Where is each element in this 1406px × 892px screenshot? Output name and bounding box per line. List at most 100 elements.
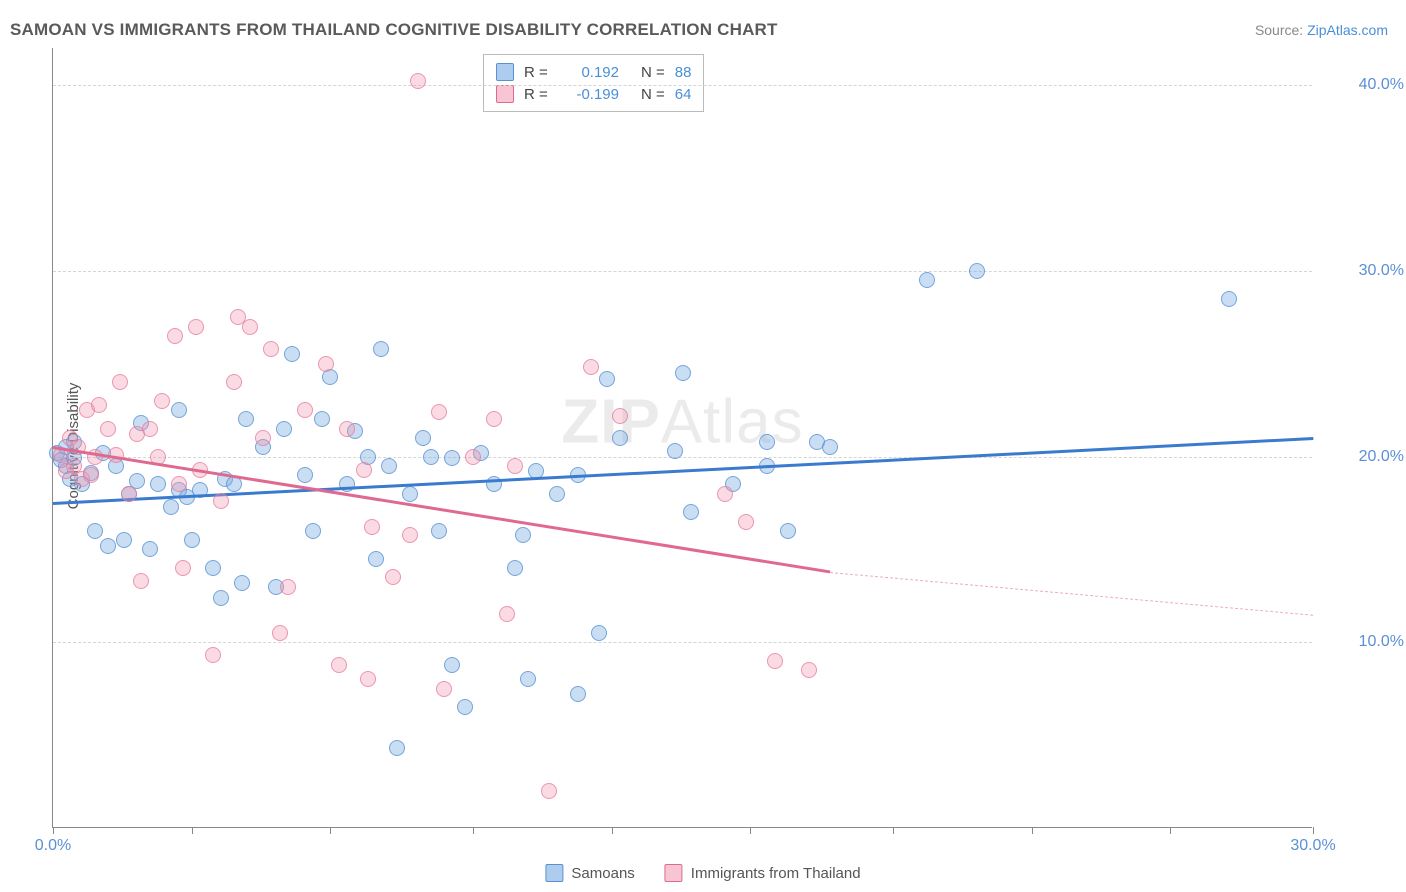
legend-swatch bbox=[545, 864, 563, 882]
n-label: N = bbox=[641, 86, 665, 103]
x-tick bbox=[192, 827, 193, 834]
watermark-rest: Atlas bbox=[661, 387, 804, 456]
scatter-point bbox=[507, 458, 523, 474]
x-tick bbox=[473, 827, 474, 834]
legend-swatch bbox=[496, 63, 514, 81]
scatter-point bbox=[499, 606, 515, 622]
x-tick bbox=[330, 827, 331, 834]
scatter-point bbox=[583, 359, 599, 375]
scatter-point bbox=[364, 519, 380, 535]
scatter-point bbox=[314, 411, 330, 427]
n-value: 88 bbox=[675, 64, 692, 81]
stats-legend: R = 0.192 N = 88R = -0.199 N = 64 bbox=[483, 54, 704, 112]
trend-line-dashed bbox=[830, 572, 1313, 616]
gridline bbox=[53, 457, 1312, 458]
source-label: Source: ZipAtlas.com bbox=[1255, 22, 1388, 38]
x-tick bbox=[612, 827, 613, 834]
scatter-point bbox=[457, 699, 473, 715]
legend-item: Samoans bbox=[545, 864, 634, 882]
n-label: N = bbox=[641, 64, 665, 81]
x-tick bbox=[1170, 827, 1171, 834]
scatter-point bbox=[284, 346, 300, 362]
scatter-point bbox=[175, 560, 191, 576]
bottom-legend: SamoansImmigrants from Thailand bbox=[545, 864, 860, 882]
x-tick bbox=[750, 827, 751, 834]
r-value: -0.199 bbox=[564, 86, 619, 103]
scatter-point bbox=[444, 657, 460, 673]
scatter-point bbox=[213, 590, 229, 606]
scatter-point bbox=[163, 499, 179, 515]
scatter-point bbox=[331, 657, 347, 673]
scatter-point bbox=[205, 647, 221, 663]
plot-area: ZIPAtlas R =0.192N =88R =-0.199N =64 10.… bbox=[52, 48, 1312, 828]
stats-legend-row: R = 0.192 N = 88 bbox=[496, 61, 691, 83]
scatter-point bbox=[242, 319, 258, 335]
scatter-point bbox=[142, 421, 158, 437]
scatter-point bbox=[431, 523, 447, 539]
scatter-point bbox=[410, 73, 426, 89]
scatter-point bbox=[213, 493, 229, 509]
scatter-point bbox=[150, 476, 166, 492]
scatter-point bbox=[389, 740, 405, 756]
r-value: 0.192 bbox=[564, 64, 619, 81]
scatter-point bbox=[969, 263, 985, 279]
scatter-point bbox=[100, 421, 116, 437]
scatter-point bbox=[919, 272, 935, 288]
scatter-point bbox=[612, 408, 628, 424]
scatter-point bbox=[717, 486, 733, 502]
legend-swatch bbox=[665, 864, 683, 882]
y-tick-label: 10.0% bbox=[1359, 633, 1404, 651]
source-prefix: Source: bbox=[1255, 22, 1307, 38]
chart-container: SAMOAN VS IMMIGRANTS FROM THAILAND COGNI… bbox=[0, 0, 1406, 892]
legend-label: Samoans bbox=[571, 865, 634, 882]
x-tick bbox=[893, 827, 894, 834]
scatter-point bbox=[373, 341, 389, 357]
scatter-point bbox=[780, 523, 796, 539]
scatter-point bbox=[402, 486, 418, 502]
y-tick-label: 30.0% bbox=[1359, 262, 1404, 280]
scatter-point bbox=[486, 411, 502, 427]
scatter-point bbox=[142, 541, 158, 557]
scatter-point bbox=[541, 783, 557, 799]
x-tick bbox=[53, 827, 54, 834]
scatter-point bbox=[83, 467, 99, 483]
scatter-point bbox=[205, 560, 221, 576]
scatter-point bbox=[612, 430, 628, 446]
scatter-point bbox=[415, 430, 431, 446]
gridline bbox=[53, 85, 1312, 86]
scatter-point bbox=[297, 402, 313, 418]
scatter-point bbox=[431, 404, 447, 420]
scatter-point bbox=[87, 523, 103, 539]
source-link[interactable]: ZipAtlas.com bbox=[1307, 22, 1388, 38]
scatter-point bbox=[276, 421, 292, 437]
scatter-point bbox=[801, 662, 817, 678]
scatter-point bbox=[767, 653, 783, 669]
scatter-point bbox=[305, 523, 321, 539]
stats-legend-row: R =-0.199N =64 bbox=[496, 83, 691, 105]
scatter-point bbox=[121, 486, 137, 502]
scatter-point bbox=[507, 560, 523, 576]
scatter-point bbox=[297, 467, 313, 483]
scatter-point bbox=[444, 450, 460, 466]
scatter-point bbox=[318, 356, 334, 372]
scatter-point bbox=[272, 625, 288, 641]
scatter-point bbox=[381, 458, 397, 474]
x-tick bbox=[1313, 827, 1314, 834]
scatter-point bbox=[339, 421, 355, 437]
scatter-point bbox=[234, 575, 250, 591]
x-tick-label: 30.0% bbox=[1290, 837, 1335, 855]
scatter-point bbox=[112, 374, 128, 390]
scatter-point bbox=[171, 476, 187, 492]
trend-line bbox=[53, 437, 1313, 505]
scatter-point bbox=[360, 671, 376, 687]
scatter-point bbox=[599, 371, 615, 387]
scatter-point bbox=[238, 411, 254, 427]
n-value: 64 bbox=[675, 86, 692, 103]
scatter-point bbox=[263, 341, 279, 357]
gridline bbox=[53, 271, 1312, 272]
x-tick-label: 0.0% bbox=[35, 837, 71, 855]
r-label: R = bbox=[524, 64, 554, 81]
scatter-point bbox=[436, 681, 452, 697]
y-tick-label: 20.0% bbox=[1359, 448, 1404, 466]
scatter-point bbox=[515, 527, 531, 543]
